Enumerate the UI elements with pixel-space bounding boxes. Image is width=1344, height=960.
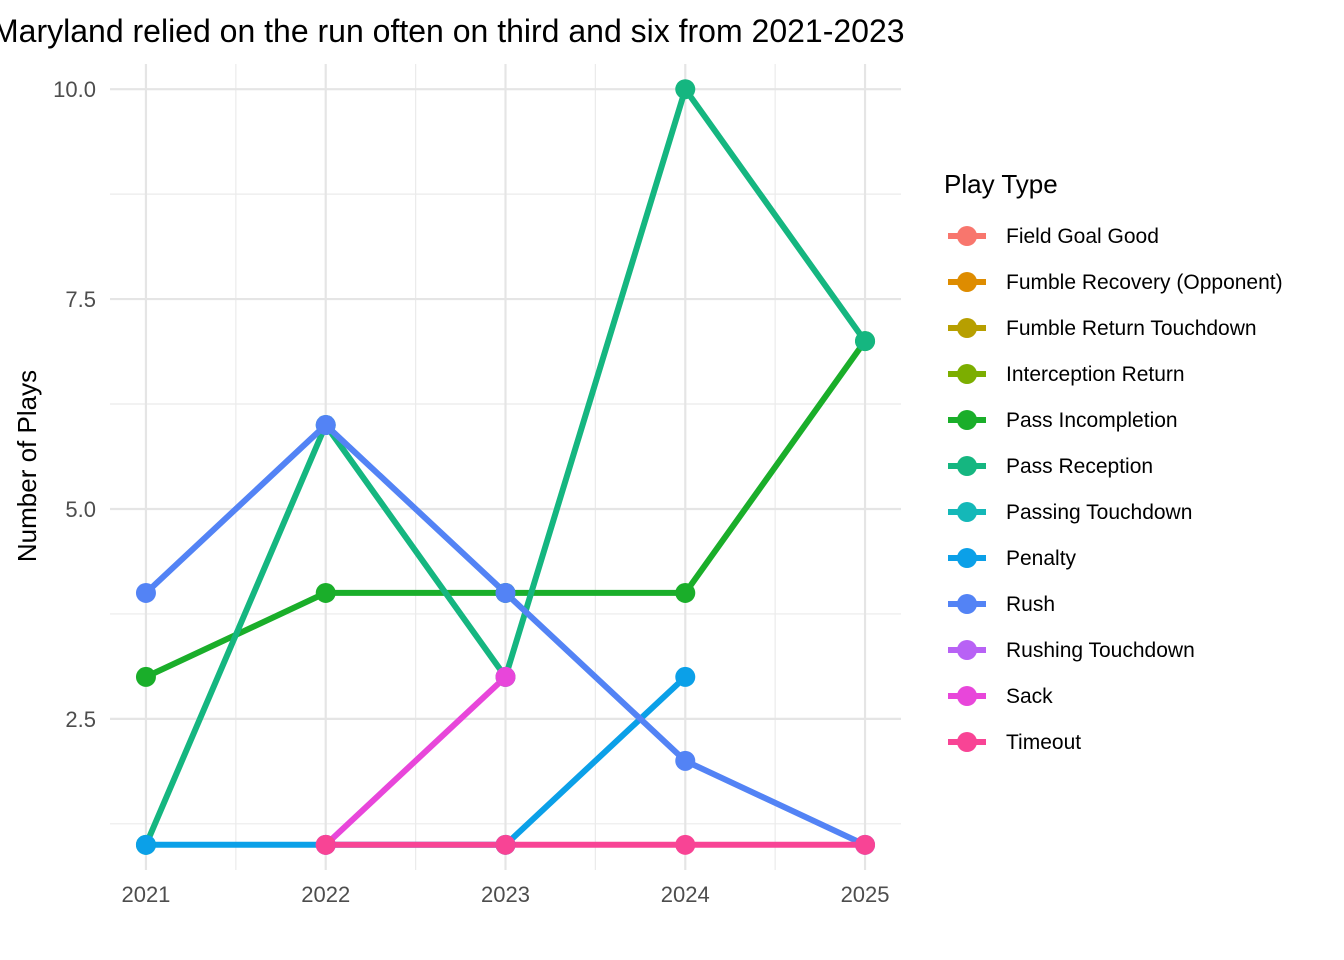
legend-label-pass-reception: Pass Reception — [1006, 455, 1153, 478]
data-point-penalty — [675, 666, 696, 687]
data-point-rush — [315, 415, 336, 436]
data-point-penalty — [135, 834, 156, 855]
legend-label-interception-return: Interception Return — [1006, 363, 1185, 386]
x-tick-label: 2024 — [661, 882, 710, 907]
legend-label-penalty: Penalty — [1006, 547, 1077, 570]
data-point-timeout — [315, 834, 336, 855]
legend-key-point-timeout — [957, 732, 977, 752]
legend-label-field-goal-good: Field Goal Good — [1006, 225, 1159, 248]
data-point-pass-reception — [675, 79, 696, 100]
legend-label-pass-incompletion: Pass Incompletion — [1006, 409, 1178, 432]
x-tick-label: 2021 — [121, 882, 170, 907]
series-line-sack — [323, 674, 508, 847]
data-point-sack — [495, 666, 516, 687]
data-point-pass-reception — [855, 331, 876, 352]
legend-key-point-field-goal-good — [957, 226, 977, 246]
legend-key-point-pass-incompletion — [957, 410, 977, 430]
y-tick-label: 7.5 — [65, 287, 96, 312]
data-point-timeout — [855, 834, 876, 855]
data-point-timeout — [675, 834, 696, 855]
legend-label-fumble-recovery-opponent: Fumble Recovery (Opponent) — [1006, 271, 1283, 294]
legend-key-point-fumble-return-touchdown — [957, 318, 977, 338]
x-tick-label: 2025 — [841, 882, 890, 907]
legend-key-point-fumble-recovery-opponent — [957, 272, 977, 292]
legend-label-rush: Rush — [1006, 593, 1055, 616]
chart-title: Maryland relied on the run often on thir… — [0, 13, 905, 49]
data-point-timeout — [495, 834, 516, 855]
legend-key-point-rushing-touchdown — [957, 640, 977, 660]
legend-label-rushing-touchdown: Rushing Touchdown — [1006, 639, 1195, 662]
series-points — [135, 79, 876, 855]
y-tick-labels: 2.5 5.0 7.5 10.0 — [53, 77, 96, 732]
data-point-rush — [675, 750, 696, 771]
legend: Play Type Field Goal Good Fumble Recovery… — [944, 169, 1283, 754]
legend-label-timeout: Timeout — [1006, 731, 1081, 754]
legend-label-fumble-return-touchdown: Fumble Return Touchdown — [1006, 317, 1257, 340]
legend-key-point-interception-return — [957, 364, 977, 384]
legend-key-point-passing-touchdown — [957, 502, 977, 522]
data-point-pass-incompletion — [135, 666, 156, 687]
data-point-rush — [135, 582, 156, 603]
x-tick-label: 2023 — [481, 882, 530, 907]
legend-title: Play Type — [944, 169, 1058, 199]
legend-key-point-penalty — [957, 548, 977, 568]
data-point-pass-incompletion — [675, 582, 696, 603]
y-tick-label: 10.0 — [53, 77, 96, 102]
y-tick-label: 2.5 — [65, 707, 96, 732]
data-point-rush — [495, 582, 516, 603]
x-tick-labels: 2021 2022 2023 2024 2025 — [121, 882, 889, 907]
legend-key-point-rush — [957, 594, 977, 614]
legend-key-point-pass-reception — [957, 456, 977, 476]
grid — [110, 64, 901, 870]
x-tick-label: 2022 — [301, 882, 350, 907]
y-axis-label: Number of Plays — [12, 370, 42, 562]
y-tick-label: 5.0 — [65, 497, 96, 522]
legend-label-sack: Sack — [1006, 685, 1053, 708]
legend-label-passing-touchdown: Passing Touchdown — [1006, 501, 1192, 524]
data-point-pass-incompletion — [315, 582, 336, 603]
legend-key-point-sack — [957, 686, 977, 706]
